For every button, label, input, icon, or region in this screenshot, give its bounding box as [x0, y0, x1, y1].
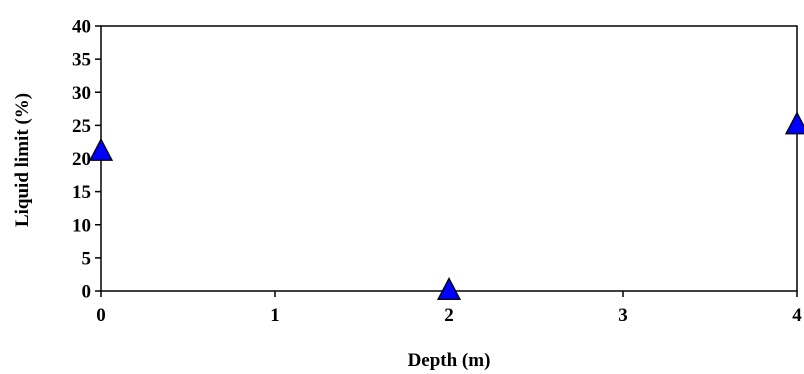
y-tick-label: 5: [82, 248, 92, 269]
y-tick-label: 10: [72, 215, 91, 236]
x-axis-title: Depth (m): [408, 350, 491, 371]
y-tick-label: 35: [72, 50, 91, 71]
x-tick-label: 0: [96, 305, 106, 326]
data-point: [784, 111, 804, 135]
data-points: [88, 111, 804, 301]
data-point: [88, 137, 114, 161]
x-tick-label: 4: [792, 305, 802, 326]
y-tick-label: 40: [72, 17, 91, 38]
y-axis: 0 5 10 15 20 25 30 35 40: [72, 17, 101, 303]
y-tick-label: 20: [72, 149, 91, 170]
y-tick-label: 0: [82, 282, 92, 303]
x-tick-label: 2: [444, 305, 454, 326]
y-tick-label: 15: [72, 182, 91, 203]
y-tick-label: 30: [72, 83, 91, 104]
y-tick-label: 25: [72, 116, 91, 137]
plot-area: [100, 25, 798, 292]
x-tick-label: 1: [270, 305, 280, 326]
data-point: [436, 276, 462, 301]
x-tick-label: 3: [618, 305, 628, 326]
y-axis-title: Liquid limit (%): [12, 93, 33, 227]
